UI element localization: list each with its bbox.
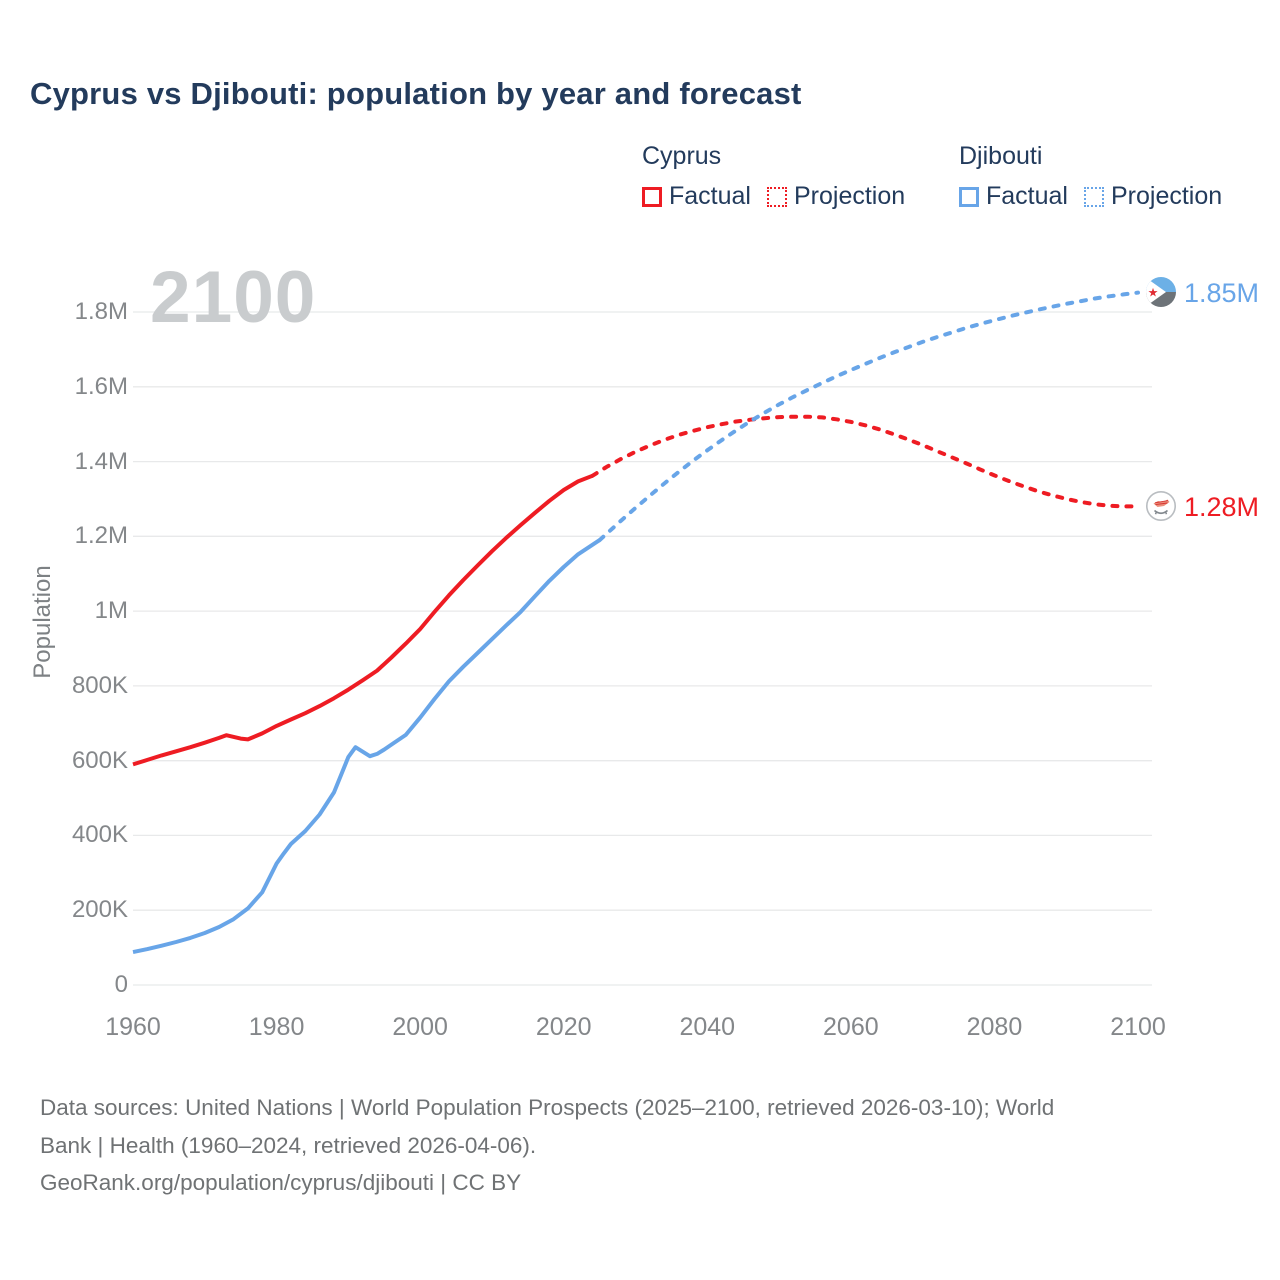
series-cyprus-factual[interactable]: [132, 473, 594, 767]
series-cyprus-projection[interactable]: [590, 414, 1140, 509]
y-tick-label: 800K: [71, 671, 128, 699]
x-tick-label: 1960: [105, 1013, 161, 1041]
series-djibouti-projection[interactable]: [597, 290, 1140, 543]
y-tick-label: 1.6M: [74, 372, 128, 400]
legend-item-cyprus-projection[interactable]: Projection: [766, 182, 906, 211]
x-tick-label: 2080: [966, 1013, 1023, 1041]
y-tick-label: 1.4M: [74, 447, 128, 475]
legend-group-djibouti: Djibouti Factual Projection: [959, 142, 1222, 211]
x-tick-label: 1980: [248, 1013, 305, 1041]
y-tick-label: 1.2M: [74, 522, 128, 550]
forecast-year-watermark: 2100: [150, 257, 317, 338]
series-djibouti-factual[interactable]: [132, 538, 601, 955]
legend-item-djibouti-factual[interactable]: Factual: [959, 182, 1068, 211]
x-tick-label: 2100: [1110, 1013, 1166, 1041]
source-line: Bank | Health (1960–2024, retrieved 2026…: [40, 1132, 537, 1158]
legend-item-label: Projection: [1110, 182, 1223, 210]
svg-text:★: ★: [1148, 286, 1159, 300]
legend-swatch-dotted-icon: [1083, 186, 1104, 207]
x-tick-label: 2020: [535, 1013, 592, 1041]
legend-item-label: Factual: [986, 182, 1068, 210]
y-tick-label: 1.8M: [74, 298, 128, 325]
y-tick-label: 600K: [71, 746, 128, 774]
legend-swatch-solid-icon: [642, 186, 662, 207]
legend-swatch-solid-icon: [959, 186, 979, 207]
legend-swatch-dotted-icon: [766, 186, 787, 207]
legend-item-djibouti-projection[interactable]: Projection: [1083, 182, 1223, 211]
data-source-text: Data sources: United Nations | World Pop…: [40, 1089, 1240, 1202]
legend-item-label: Factual: [669, 182, 751, 210]
legend-group-title: Djibouti: [959, 142, 1043, 170]
page-title: Cyprus vs Djibouti: population by year a…: [30, 76, 802, 111]
djibouti-flag-icon: ★: [1146, 277, 1176, 307]
djibouti-end-value-label: 1.85M: [1184, 278, 1260, 308]
y-tick-label: 400K: [71, 821, 128, 849]
y-tick-label: 200K: [71, 896, 128, 924]
legend-group-cyprus: Cyprus Factual Projection: [642, 142, 905, 211]
cyprus-flag-icon: [1146, 491, 1176, 521]
attribution-line: GeoRank.org/population/cyprus/djibouti |…: [40, 1170, 522, 1195]
legend-item-label: Projection: [793, 182, 906, 210]
x-tick-label: 2040: [679, 1013, 736, 1041]
x-tick-label: 2000: [392, 1013, 448, 1041]
y-tick-label: 0: [114, 971, 128, 998]
legend-item-cyprus-factual[interactable]: Factual: [642, 182, 751, 211]
legend-group-title: Cyprus: [642, 142, 722, 170]
x-tick-label: 2060: [823, 1013, 879, 1041]
y-tick-label: 1M: [94, 597, 128, 625]
cyprus-end-value-label: 1.28M: [1184, 492, 1260, 522]
source-line: Data sources: United Nations | World Pop…: [40, 1095, 1055, 1120]
